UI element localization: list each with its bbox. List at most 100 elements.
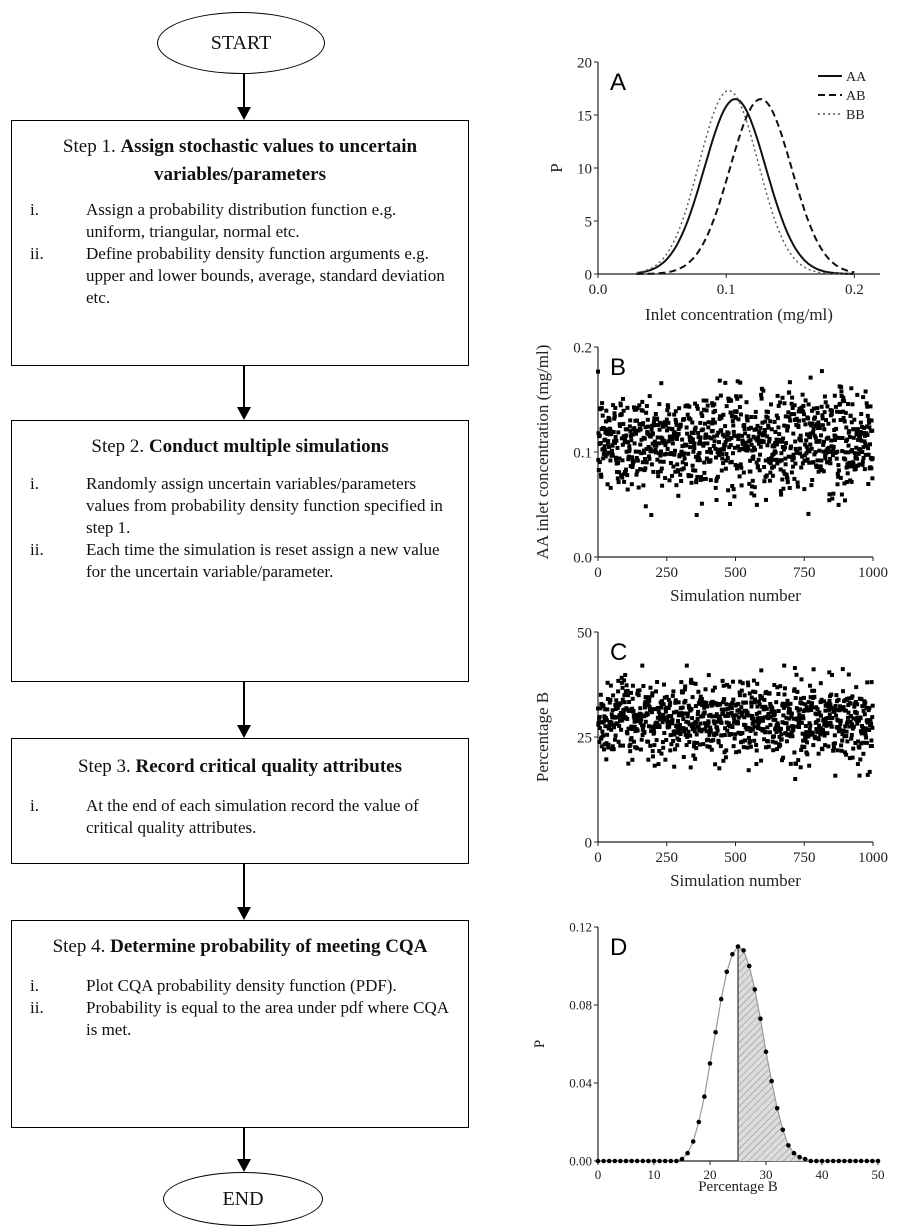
data-point: [800, 454, 805, 459]
data-point: [798, 438, 803, 443]
data-point: [672, 452, 677, 457]
data-point: [598, 692, 603, 697]
data-point: [757, 720, 762, 724]
data-point: [605, 482, 610, 487]
y-tick-label: 10: [577, 161, 592, 177]
data-point: [655, 705, 660, 710]
data-point: [865, 433, 870, 437]
data-point: [618, 403, 623, 408]
data-point: [831, 444, 836, 449]
data-point: [746, 963, 752, 969]
data-point: [697, 728, 702, 733]
data-point: [682, 417, 687, 421]
data-point: [736, 433, 741, 438]
data-point: [736, 417, 741, 422]
data-point: [699, 501, 704, 506]
data-point: [670, 441, 675, 446]
data-point: [817, 710, 822, 715]
data-point: [647, 456, 652, 461]
data-point: [790, 734, 795, 739]
data-point: [697, 451, 702, 455]
data-point: [699, 727, 704, 732]
data-point: [653, 447, 658, 452]
data-point: [819, 1158, 825, 1164]
data-point: [736, 444, 740, 449]
data-point: [742, 423, 747, 427]
data-point: [842, 1158, 847, 1164]
data-point: [757, 710, 762, 715]
data-point: [823, 743, 828, 748]
data-point: [816, 423, 821, 427]
data-point: [692, 740, 697, 745]
data-point: [638, 720, 643, 725]
data-point: [685, 714, 690, 719]
data-point: [864, 1158, 870, 1164]
data-point: [719, 415, 724, 420]
data-point: [752, 485, 757, 490]
data-point: [781, 486, 786, 491]
step-3-list: i. At the end of each simulation record t…: [12, 795, 468, 839]
data-point: [605, 429, 610, 434]
data-point: [625, 405, 630, 410]
data-point: [689, 480, 694, 485]
data-point: [663, 440, 668, 445]
step-4-list: i. Plot CQA probability density function …: [12, 975, 468, 1041]
data-point: [841, 409, 845, 414]
data-point: [802, 487, 807, 492]
x-tick-label: 20: [704, 1167, 717, 1182]
data-point: [597, 433, 602, 438]
data-point: [840, 436, 845, 440]
data-point: [635, 469, 640, 474]
data-point: [651, 1158, 657, 1164]
data-point: [822, 427, 827, 432]
data-point: [673, 729, 678, 734]
data-point: [635, 728, 640, 733]
data-point: [663, 709, 668, 714]
data-point: [751, 716, 756, 721]
data-point: [618, 424, 622, 428]
y-axis-title: AA inlet concentration (mg/ml): [533, 345, 552, 560]
data-point: [854, 710, 859, 715]
data-point: [731, 679, 735, 684]
data-point: [739, 483, 744, 488]
data-point: [829, 412, 834, 416]
data-point: [776, 403, 781, 408]
data-point: [733, 732, 738, 737]
data-point: [789, 714, 794, 719]
data-point: [802, 412, 806, 417]
data-point: [668, 748, 673, 753]
data-point: [803, 724, 808, 728]
data-point: [825, 1158, 830, 1164]
data-point: [623, 1158, 629, 1164]
data-point: [855, 762, 860, 766]
data-point: [696, 1119, 702, 1125]
data-point: [691, 431, 696, 435]
data-point: [725, 433, 730, 438]
data-point: [746, 683, 751, 688]
data-point: [831, 491, 836, 496]
data-point: [735, 396, 740, 401]
data-point: [615, 476, 620, 481]
data-point: [775, 685, 780, 690]
data-point: [752, 493, 757, 498]
data-point: [781, 469, 786, 474]
data-point: [788, 761, 793, 766]
data-point: [701, 742, 706, 747]
data-point: [649, 707, 654, 712]
data-point: [662, 438, 667, 443]
data-point: [848, 413, 853, 418]
data-point: [759, 758, 764, 763]
data-point: [822, 394, 827, 399]
data-point: [843, 724, 848, 729]
data-point: [667, 478, 672, 483]
data-point: [802, 695, 806, 700]
data-point: [807, 727, 812, 732]
data-point: [700, 477, 705, 482]
data-point: [705, 449, 710, 454]
data-point: [819, 433, 823, 438]
data-point: [772, 712, 777, 717]
data-point: [796, 758, 801, 763]
data-point: [638, 427, 643, 432]
data-point: [829, 444, 834, 449]
data-point: [808, 1158, 814, 1164]
